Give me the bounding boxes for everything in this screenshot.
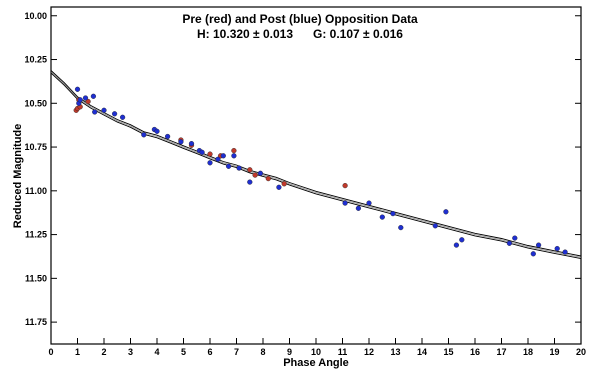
x-tick-label: 12 <box>364 347 374 357</box>
x-tick-label: 3 <box>128 347 133 357</box>
post-opposition-point <box>90 93 97 99</box>
post-opposition-point <box>535 242 542 248</box>
post-opposition-point <box>247 179 253 185</box>
fit-curve-upper <box>50 70 582 257</box>
fit-curve-lower <box>50 72 582 260</box>
post-opposition-point <box>379 214 385 220</box>
x-tick-label: 11 <box>338 347 348 357</box>
post-opposition-point <box>398 225 404 231</box>
post-opposition-point <box>562 249 568 255</box>
post-opposition-point <box>530 251 536 257</box>
x-tick-label: 4 <box>154 347 159 357</box>
post-opposition-point <box>432 223 438 229</box>
post-opposition-point <box>257 170 264 176</box>
post-opposition-point <box>215 156 221 162</box>
post-opposition-point <box>231 153 237 159</box>
x-tick-label: 9 <box>287 347 292 357</box>
x-tick-label: 10 <box>311 347 321 357</box>
pre-opposition-point <box>281 181 287 187</box>
pre-opposition-point <box>207 151 213 157</box>
x-axis-ticks: 0 1 2 3 4 5 6 7 8 9 10 11 12 13 14 15 16 17 18 19 20 <box>48 338 586 357</box>
post-opposition-point <box>506 240 513 246</box>
x-tick-label: 20 <box>576 347 586 357</box>
post-opposition-point <box>220 153 226 159</box>
post-opposition-point <box>366 200 372 206</box>
x-tick-label: 13 <box>390 347 400 357</box>
post-opposition-point <box>276 184 282 190</box>
post-opposition-point <box>554 246 560 252</box>
chart-subtitle: H: 10.320 ± 0.013 G: 0.107 ± 0.016 <box>197 27 403 41</box>
pre-opposition-point <box>265 176 271 182</box>
post-opposition-point <box>154 128 160 134</box>
post-opposition-point <box>226 163 232 169</box>
x-tick-label: 1 <box>75 347 80 357</box>
post-opposition-point <box>77 97 83 103</box>
post-opposition-point <box>101 107 107 113</box>
x-tick-label: 15 <box>443 347 453 357</box>
post-opposition-point <box>207 160 213 166</box>
post-opposition-point <box>178 139 184 145</box>
chart-title: Pre (red) and Post (blue) Opposition Dat… <box>182 12 418 26</box>
post-opposition-point <box>92 109 98 115</box>
y-axis-ticks: 10.00 10.25 10.50 10.75 11.00 11.25 11.50 11.75 <box>24 11 581 327</box>
pre-opposition-point <box>252 172 258 178</box>
post-opposition-point <box>119 114 126 120</box>
fit-curve <box>50 70 582 260</box>
y-tick-label: 10.25 <box>24 55 47 65</box>
y-tick-label: 11.25 <box>25 230 47 240</box>
x-axis-label: Phase Angle <box>283 357 349 369</box>
x-tick-label: 2 <box>101 347 106 357</box>
post-opposition-point <box>453 242 460 248</box>
pre-opposition-point <box>85 98 91 105</box>
y-tick-label: 11.75 <box>25 317 47 327</box>
post-opposition-point <box>111 111 118 117</box>
x-tick-label: 6 <box>207 347 212 357</box>
post-opposition-point <box>512 235 518 241</box>
x-tick-label: 18 <box>523 347 533 357</box>
y-tick-label: 10.75 <box>24 142 47 152</box>
x-tick-label: 7 <box>234 347 239 357</box>
plot-frame <box>50 6 582 345</box>
pre-opposition-point <box>231 148 237 154</box>
data-points <box>73 86 568 257</box>
x-tick-label: 19 <box>549 347 559 357</box>
post-opposition-point <box>188 141 195 147</box>
post-opposition-point <box>141 132 147 138</box>
x-tick-label: 16 <box>470 347 480 357</box>
y-tick-label: 11.50 <box>25 273 47 283</box>
pre-opposition-point <box>342 183 348 189</box>
post-opposition-point <box>443 209 449 215</box>
post-opposition-point <box>390 211 396 217</box>
x-tick-label: 8 <box>260 347 265 357</box>
x-tick-label: 14 <box>417 347 427 357</box>
post-opposition-point <box>74 86 81 92</box>
x-tick-label: 5 <box>181 347 186 357</box>
y-tick-label: 10.50 <box>24 98 47 108</box>
post-opposition-point <box>355 205 362 211</box>
y-axis-label: Reduced Magnitude <box>12 124 24 229</box>
x-tick-label: 0 <box>48 347 53 357</box>
post-opposition-point <box>165 133 171 140</box>
post-opposition-point <box>236 165 242 171</box>
y-tick-label: 10.00 <box>24 11 47 21</box>
post-opposition-point <box>199 149 205 155</box>
post-opposition-point <box>82 95 89 101</box>
post-opposition-point <box>459 237 465 243</box>
fit-curve-center <box>50 71 582 258</box>
y-tick-label: 11.00 <box>25 186 47 196</box>
pre-opposition-point <box>247 167 253 173</box>
post-opposition-point <box>342 200 348 206</box>
x-tick-label: 17 <box>496 347 506 357</box>
